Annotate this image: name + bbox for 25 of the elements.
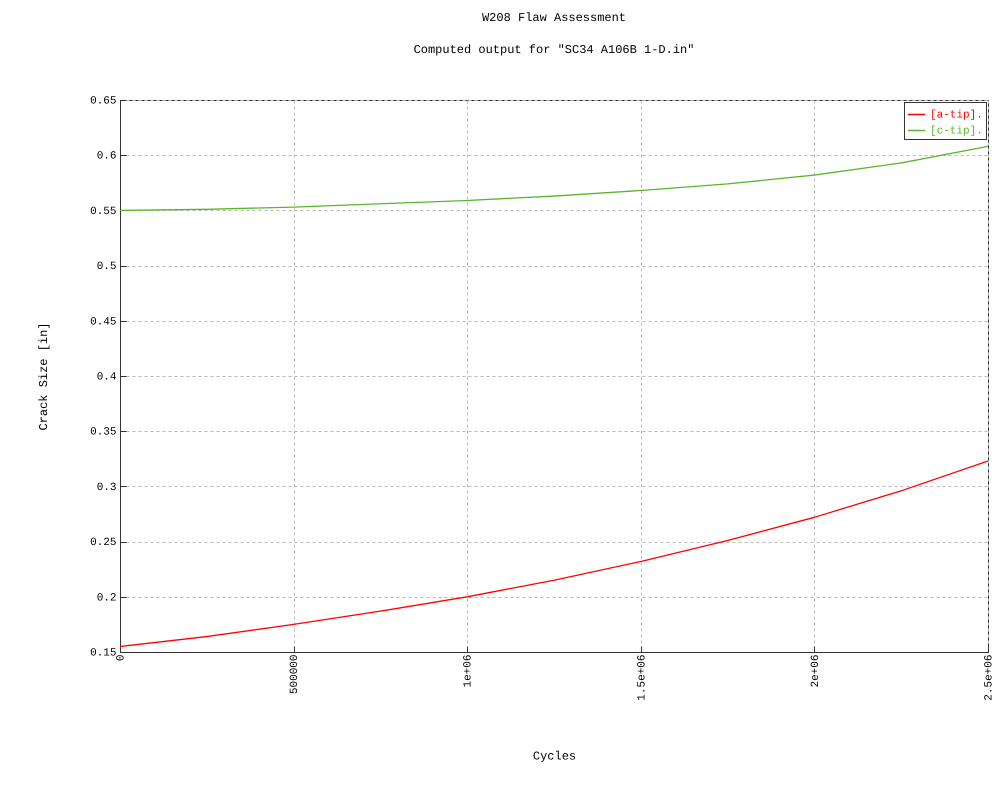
y-tick-label: 0.2 <box>96 592 116 604</box>
x-tick-label: 1e+06 <box>462 654 475 688</box>
y-tick-label: 0.15 <box>90 648 116 660</box>
x-tick-label: 2e+06 <box>810 654 822 688</box>
x-tick-label: 2.5e+06 <box>984 654 992 701</box>
y-tick-label: 0.65 <box>90 96 116 108</box>
y-axis-title: Crack Size [in] <box>37 322 52 431</box>
y-tick-label: 0.55 <box>90 206 116 218</box>
y-tick-label: 0.5 <box>96 261 116 274</box>
chart-title: W208 Flaw Assessment <box>482 11 626 25</box>
y-tick-label: 0.4 <box>96 372 117 384</box>
x-axis-title: Cycles <box>532 750 576 764</box>
y-tick-label: 0.3 <box>96 482 116 494</box>
x-tick-label: 0 <box>116 654 128 662</box>
y-tick-label: 0.25 <box>90 537 116 550</box>
legend-label: [c-tip]. <box>930 126 983 138</box>
x-tick-label: 1.5e+06 <box>636 654 648 701</box>
y-tick-label: 0.45 <box>90 316 116 328</box>
legend-label: [a-tip]. <box>930 110 983 122</box>
chart-subtitle: Computed output for "SC34 A106B 1-D.in" <box>414 43 694 57</box>
y-tick-label: 0.35 <box>90 426 116 439</box>
x-tick-label: 500000 <box>289 654 302 694</box>
line-series <box>119 146 989 212</box>
y-tick-label: 0.6 <box>96 150 116 163</box>
line-series <box>119 460 989 648</box>
